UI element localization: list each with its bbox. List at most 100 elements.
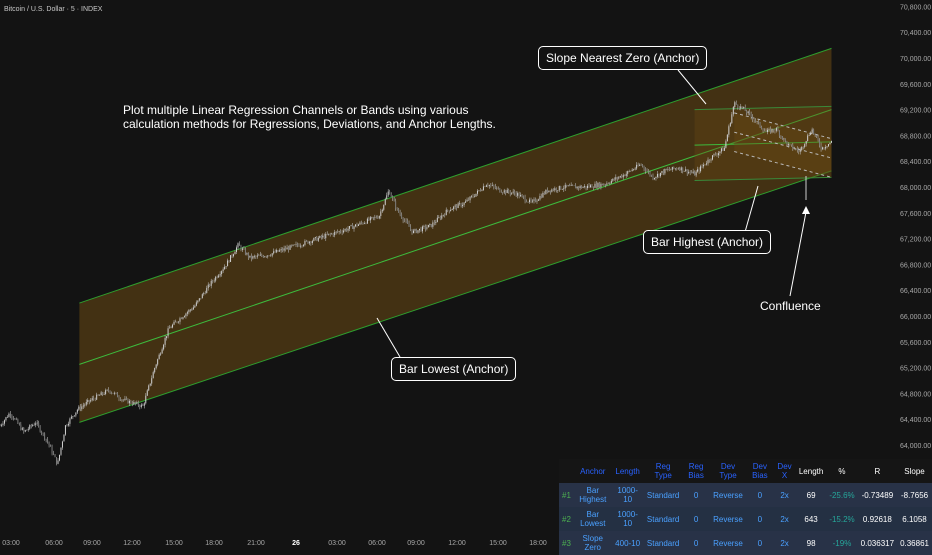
candle-body <box>789 144 791 145</box>
candle-body <box>546 189 548 193</box>
candle-body <box>244 249 246 255</box>
candle-body <box>795 148 797 150</box>
candle-body <box>551 189 553 192</box>
candle-body <box>786 141 788 146</box>
candle-body <box>6 417 8 418</box>
candle-body <box>726 134 728 142</box>
candle-body <box>357 224 359 226</box>
candle-body <box>646 171 648 172</box>
candle-body <box>691 172 693 173</box>
candle-body <box>38 422 40 427</box>
candle-body <box>18 423 20 425</box>
candle-body <box>426 227 428 229</box>
candle-body <box>685 169 687 172</box>
candle-body <box>179 318 181 322</box>
row-id: #2 <box>559 507 574 531</box>
candle-body <box>829 142 831 145</box>
candle-body <box>407 220 409 224</box>
candle-body <box>42 433 44 434</box>
candle-body <box>72 416 74 417</box>
candle-body <box>172 324 174 328</box>
candle-body <box>689 171 691 173</box>
candle-body <box>188 310 190 313</box>
candle-body <box>346 229 348 231</box>
row-r: 0.92618 <box>857 507 898 531</box>
candle-body <box>124 398 126 400</box>
table-header-row: Anchor Length Reg Type Reg Bias Dev Type… <box>559 459 932 483</box>
candle-body <box>759 122 761 127</box>
candle-body <box>326 233 328 235</box>
table-header-anchor: Anchor <box>573 459 612 483</box>
candle-body <box>572 184 574 186</box>
candle-body <box>163 344 165 350</box>
channel-upper-line <box>79 47 832 304</box>
candle-body <box>271 253 273 256</box>
candle-body <box>213 280 215 282</box>
candle-body <box>790 144 792 146</box>
candle-body <box>802 146 804 148</box>
candle-body <box>50 445 52 447</box>
candle-body <box>380 211 382 216</box>
candle-body <box>291 245 293 246</box>
candle-body <box>659 172 661 177</box>
row-len: 98 <box>795 531 827 555</box>
candle-body <box>601 183 603 186</box>
candle-body <box>796 148 798 151</box>
candle-body <box>609 183 611 184</box>
candle-body <box>0 424 2 426</box>
candle-body <box>209 284 211 286</box>
candle-body <box>344 229 346 231</box>
candle-body <box>618 177 620 179</box>
candle-body <box>734 102 736 107</box>
candle-body <box>413 230 415 234</box>
candle-body <box>435 222 437 224</box>
candle-body <box>511 192 513 194</box>
candle-body <box>502 192 504 194</box>
candle-body <box>323 235 325 239</box>
candle-body <box>612 178 614 181</box>
row-dev-x: 2x <box>773 531 796 555</box>
candle-body <box>387 191 389 196</box>
candle-body <box>584 186 586 188</box>
candle-body <box>176 321 178 323</box>
candle-body <box>280 249 282 251</box>
candle-body <box>756 121 758 122</box>
candle-body <box>668 169 670 170</box>
candle-body <box>670 169 672 171</box>
x-tick-label: 03:00 <box>2 540 20 547</box>
candle-body <box>204 293 206 294</box>
candle-body <box>784 138 786 142</box>
candle-body <box>216 276 218 278</box>
candle-body <box>8 413 10 418</box>
candle-body <box>728 126 730 135</box>
x-tick-label: 15:00 <box>165 540 183 547</box>
table-header-length: Length <box>611 459 644 483</box>
candle-body <box>93 398 95 399</box>
y-tick-label: 64,000.00 <box>900 443 931 450</box>
candle-body <box>549 190 551 192</box>
candle-body <box>195 302 197 306</box>
candle-body <box>125 398 127 400</box>
candle-body <box>26 429 28 431</box>
y-tick-label: 66,800.00 <box>900 262 931 269</box>
x-tick-label: 12:00 <box>123 540 141 547</box>
candle-body <box>118 397 120 399</box>
candle-body <box>231 255 233 257</box>
candle-body <box>127 398 129 404</box>
candle-body <box>273 251 275 254</box>
candle-body <box>383 204 385 210</box>
candle-body <box>100 392 102 396</box>
candle-body <box>117 393 119 398</box>
x-tick-label: 03:00 <box>328 540 346 547</box>
candle-body <box>453 206 455 209</box>
candle-body <box>404 220 406 222</box>
candle-body <box>639 164 641 166</box>
candle-body <box>543 192 545 194</box>
candle-body <box>414 229 416 231</box>
candle-body <box>830 140 832 143</box>
candle-body <box>615 177 617 180</box>
y-tick-label: 68,800.00 <box>900 133 931 140</box>
row-slope: 6.1058 <box>897 507 932 531</box>
candle-body <box>566 184 568 187</box>
